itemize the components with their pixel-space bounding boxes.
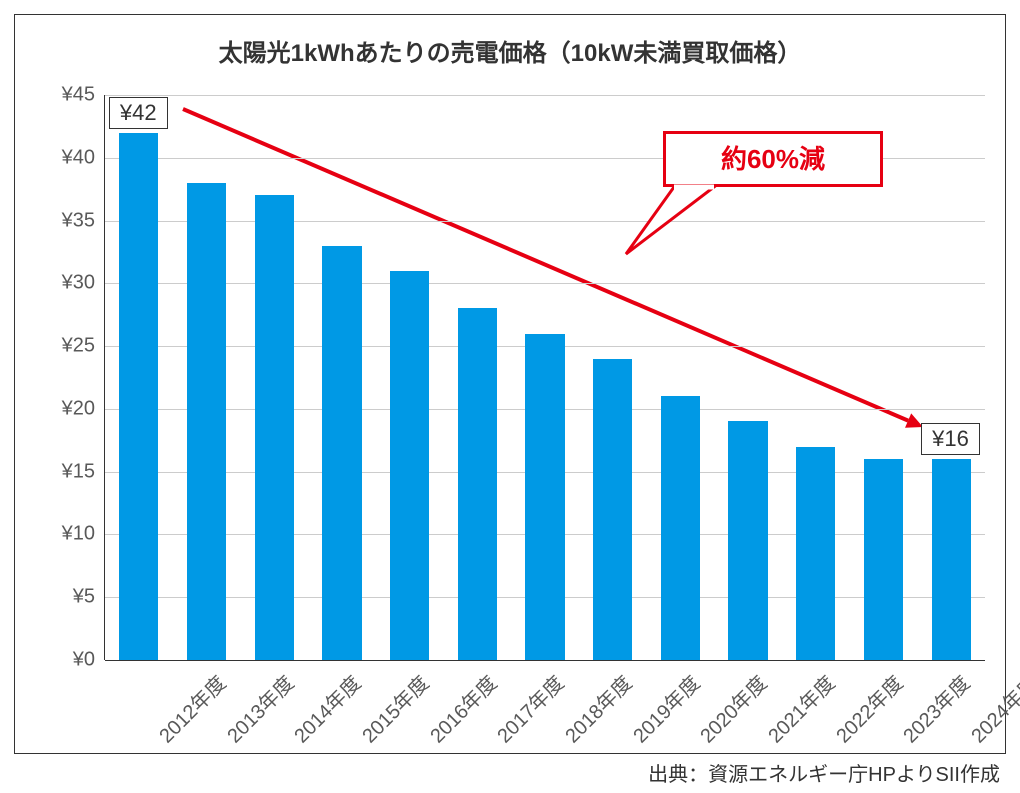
last-value-label: ¥16: [921, 423, 980, 455]
x-tick-label: 2013年度: [219, 668, 299, 748]
source-attribution: 出典：資源エネルギー庁HPよりSII作成: [648, 758, 1000, 787]
y-tick-label: ¥10: [62, 523, 105, 546]
y-tick-label: ¥20: [62, 397, 105, 420]
bar: [119, 133, 158, 660]
y-tick-label: ¥25: [62, 335, 105, 358]
callout-tail: [622, 134, 890, 258]
x-tick-label: 2014年度: [286, 668, 366, 748]
bar: [458, 308, 497, 660]
bar: [525, 334, 564, 660]
x-tick-label: 2018年度: [557, 668, 637, 748]
bar: [728, 421, 767, 660]
x-tick-label: 2023年度: [896, 668, 976, 748]
x-tick-label: 2019年度: [625, 668, 705, 748]
chart-title: 太陽光1kWhあたりの売電価格（10kW未満買取価格）: [15, 33, 1005, 68]
bar: [661, 396, 700, 660]
gridline: [105, 283, 985, 284]
x-tick-label: 2012年度: [151, 668, 231, 748]
x-tick-label: 2022年度: [828, 668, 908, 748]
bar: [864, 459, 903, 660]
x-tick-label: 2016年度: [422, 668, 502, 748]
y-tick-label: ¥30: [62, 272, 105, 295]
bar: [322, 246, 361, 660]
y-tick-label: ¥15: [62, 460, 105, 483]
reduction-callout: 約60%減: [663, 131, 883, 187]
y-tick-label: ¥40: [62, 146, 105, 169]
y-tick-label: ¥45: [62, 84, 105, 107]
bar: [593, 359, 632, 660]
y-tick-label: ¥35: [62, 209, 105, 232]
x-tick-label: 2015年度: [354, 668, 434, 748]
y-axis: [104, 95, 105, 660]
bar: [932, 459, 971, 660]
y-tick-label: ¥0: [73, 649, 105, 672]
bar: [255, 195, 294, 660]
first-value-label: ¥42: [109, 97, 168, 129]
bar: [390, 271, 429, 660]
y-tick-label: ¥5: [73, 586, 105, 609]
gridline: [105, 660, 985, 661]
x-tick-label: 2017年度: [489, 668, 569, 748]
x-tick-label: 2024年度: [963, 668, 1020, 748]
x-tick-label: 2020年度: [692, 668, 772, 748]
x-tick-label: 2021年度: [760, 668, 840, 748]
bar: [187, 183, 226, 660]
gridline: [105, 95, 985, 96]
bar: [796, 447, 835, 660]
chart-frame: 太陽光1kWhあたりの売電価格（10kW未満買取価格） ¥0 ¥5 ¥10 ¥15 ¥2…: [14, 14, 1006, 754]
